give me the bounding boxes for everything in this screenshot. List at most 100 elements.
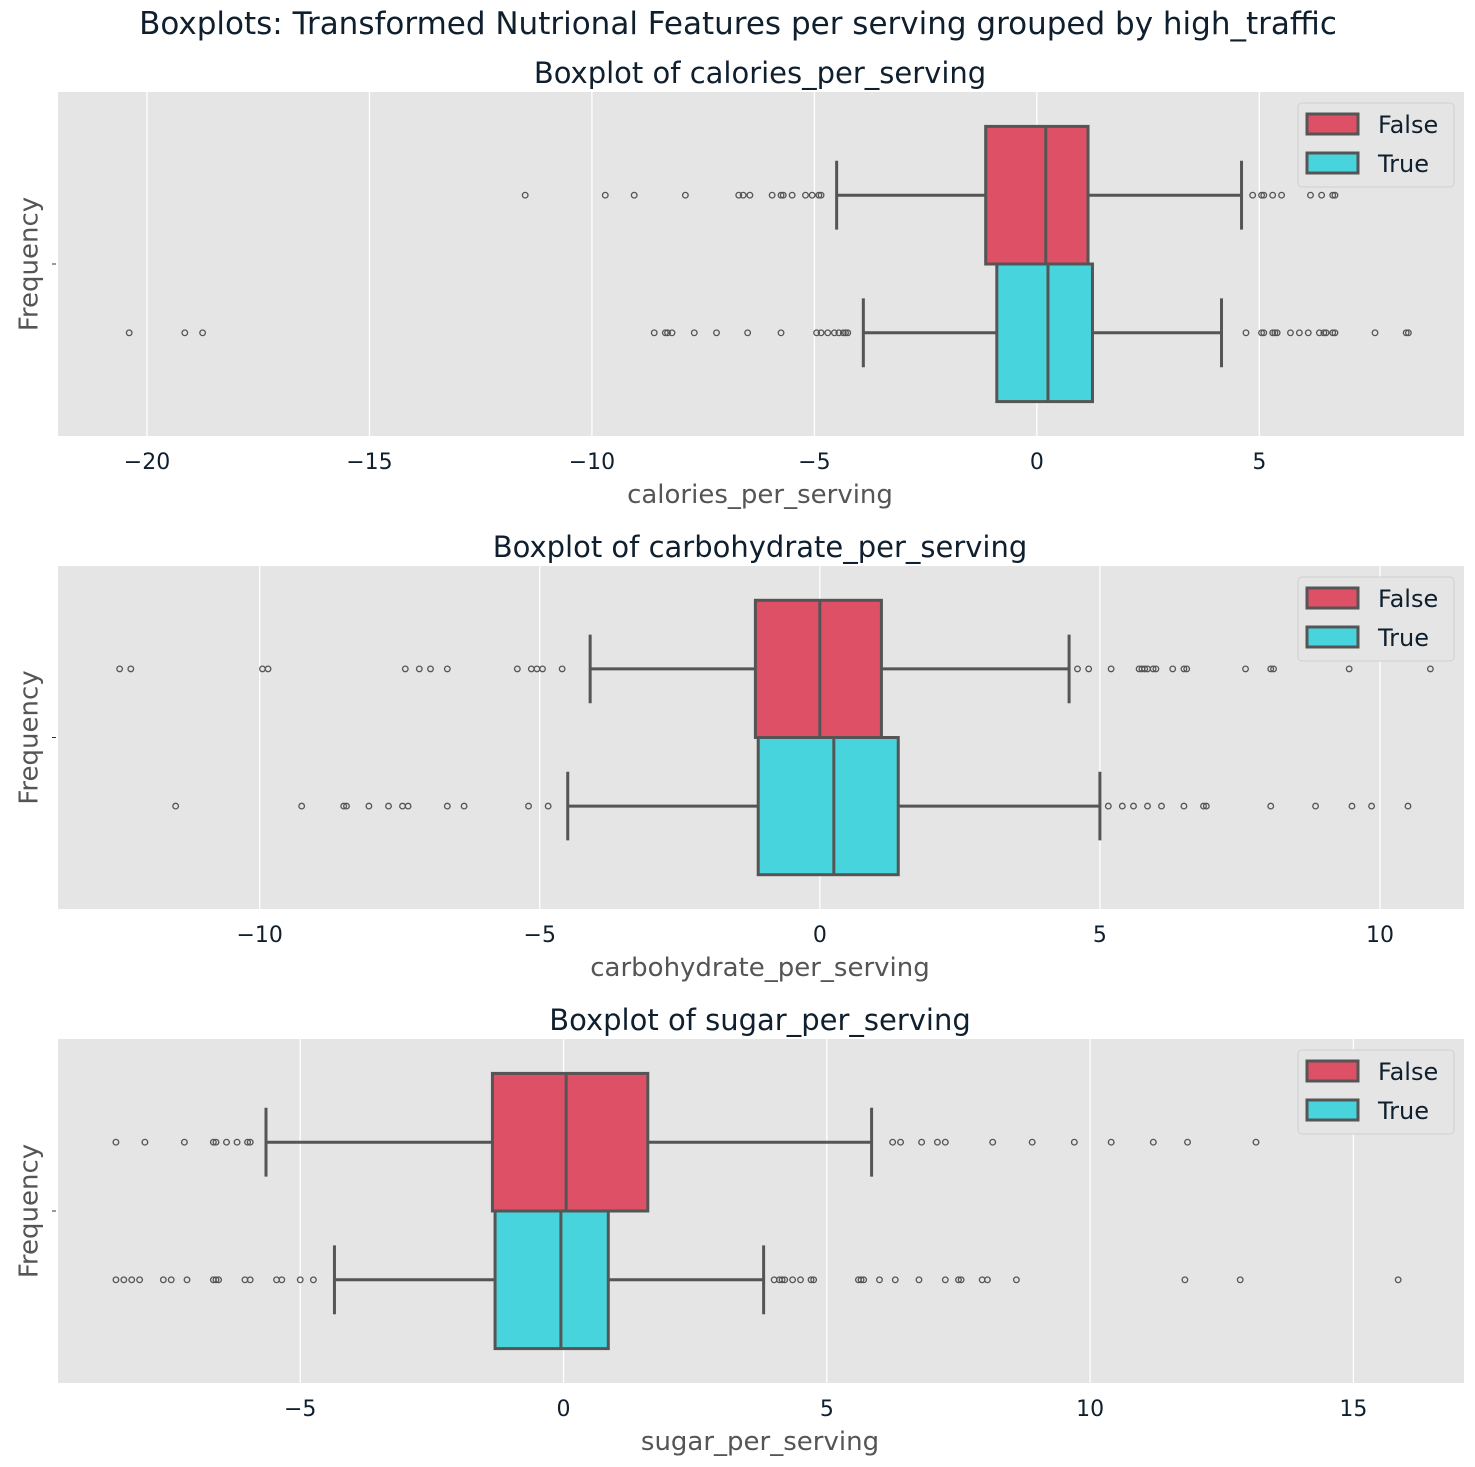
- outlier-point: [180, 1138, 188, 1146]
- outlier-point: [246, 1276, 254, 1284]
- outlier-point: [1331, 191, 1339, 199]
- calories-plot-area: [58, 92, 1464, 436]
- outlier-point: [630, 191, 638, 199]
- x-tick-label: 0: [557, 1397, 571, 1422]
- outlier-point: [1295, 329, 1303, 337]
- x-tick-label: 10: [1366, 923, 1394, 948]
- legend-label-false: False: [1378, 1058, 1438, 1086]
- outlier-point: [1158, 802, 1165, 810]
- outlier-point: [817, 191, 825, 199]
- outlier-point: [141, 1138, 149, 1146]
- outlier-point: [802, 191, 809, 199]
- outlier-point: [1184, 1138, 1191, 1146]
- outlier-point: [1312, 802, 1320, 810]
- carbohydrate-boxplot-panel: −10 −5 0 5 10 Boxplot of carbohydrate_per_se…: [15, 530, 1464, 983]
- iqr-box: [493, 1209, 610, 1351]
- outlier-point: [1368, 802, 1376, 810]
- outlier-point: [788, 191, 796, 199]
- outlier-point: [808, 191, 816, 199]
- outlier-point: [1269, 191, 1277, 199]
- outlier-point: [1278, 191, 1286, 199]
- outlier-point: [558, 665, 566, 673]
- outlier-point: [957, 1276, 965, 1284]
- outlier-point: [1169, 665, 1177, 673]
- sugar-x-axis-label: sugar_per_serving: [641, 1427, 879, 1457]
- outlier-point: [340, 802, 348, 810]
- sugar-y-axis-label: Frequency: [15, 1144, 45, 1278]
- x-tick-label: −5: [284, 1397, 316, 1422]
- legend-swatch-true: [1305, 1098, 1360, 1122]
- iqr-box: [984, 124, 1090, 266]
- sugar-legend: False True: [1297, 1049, 1455, 1135]
- outlier-point: [278, 1276, 286, 1284]
- outlier-point: [120, 1276, 128, 1284]
- outlier-point: [681, 191, 689, 199]
- outlier-point: [1074, 665, 1081, 673]
- outlier-point: [343, 802, 350, 810]
- outlier-point: [876, 1276, 883, 1284]
- outlier-point: [807, 1276, 815, 1284]
- legend-swatch-false: [1305, 1059, 1360, 1083]
- outlier-point: [777, 191, 785, 199]
- outlier-point: [844, 329, 852, 337]
- outlier-point: [1252, 1138, 1260, 1146]
- outlier-point: [1249, 191, 1257, 199]
- outlier-point: [668, 329, 676, 337]
- outlier-point: [159, 1276, 167, 1284]
- outlier-point: [128, 1276, 136, 1284]
- outlier-point: [824, 329, 832, 337]
- outlier-point: [835, 329, 843, 337]
- carbohydrate-plot-title: Boxplot of carbohydrate_per_serving: [493, 530, 1028, 564]
- outlier-point: [918, 1138, 926, 1146]
- outlier-point: [1402, 329, 1410, 337]
- outlier-point: [941, 1276, 949, 1284]
- outlier-point: [1269, 329, 1277, 337]
- outlier-point: [404, 802, 412, 810]
- calories-x-ticks: −20 −15 −10 −5 0 5: [124, 450, 1267, 475]
- outlier-point: [768, 191, 776, 199]
- legend-label-true: True: [1377, 1097, 1429, 1125]
- outlier-point: [735, 191, 743, 199]
- outlier-point: [199, 329, 207, 337]
- outlier-point: [1270, 665, 1277, 673]
- outlier-point: [690, 329, 698, 337]
- x-tick-label: 0: [1030, 450, 1044, 475]
- outlier-point: [244, 1138, 252, 1146]
- outlier-point: [513, 665, 521, 673]
- outlier-point: [172, 802, 180, 810]
- outlier-point: [309, 1276, 317, 1284]
- outlier-point: [1267, 802, 1275, 810]
- legend-label-true: True: [1377, 624, 1429, 652]
- outlier-point: [1287, 329, 1294, 337]
- outlier-point: [989, 1138, 997, 1146]
- x-tick-label: 15: [1339, 1397, 1367, 1422]
- outlier-point: [112, 1138, 120, 1146]
- legend-swatch-true: [1305, 625, 1360, 649]
- outlier-point: [777, 329, 785, 337]
- carbohydrate-y-axis-label: Frequency: [15, 670, 45, 804]
- outlier-point: [889, 1138, 897, 1146]
- outlier-point: [401, 665, 409, 673]
- outlier-point: [233, 1138, 241, 1146]
- outlier-point: [181, 329, 189, 337]
- outlier-point: [1318, 191, 1326, 199]
- outlier-point: [1258, 329, 1266, 337]
- outlier-point: [1345, 665, 1353, 673]
- iqr-box: [756, 736, 900, 877]
- box-true: [125, 262, 1412, 404]
- carbohydrate-x-axis-label: carbohydrate_per_serving: [590, 953, 930, 983]
- outlier-point: [1107, 665, 1115, 673]
- calories-boxes: [125, 124, 1412, 404]
- outlier-point: [116, 665, 124, 673]
- outlier-point: [1149, 1138, 1157, 1146]
- outlier-point: [1322, 329, 1330, 337]
- outlier-point: [298, 802, 306, 810]
- outlier-point: [810, 1276, 818, 1284]
- outlier-point: [183, 1276, 191, 1284]
- sugar-boxes: [112, 1071, 1402, 1351]
- x-tick-label: −20: [124, 450, 170, 475]
- legend-swatch-false: [1305, 586, 1360, 610]
- outlier-point: [521, 191, 529, 199]
- outlier-point: [1260, 191, 1268, 199]
